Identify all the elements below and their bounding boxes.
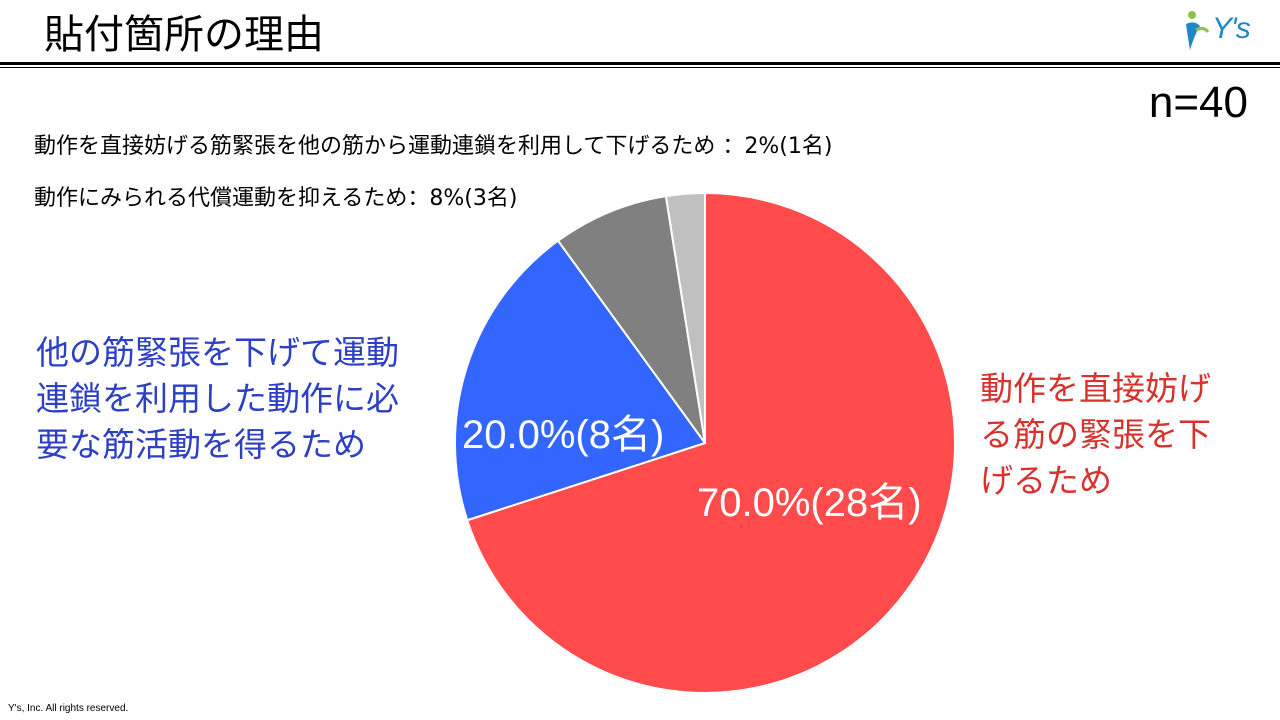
sample-size: n=40: [1148, 78, 1248, 127]
red-slice-percent: 70.0%(28名): [697, 481, 922, 525]
title-underline-thin: [0, 67, 1280, 68]
blue-slice-label: 他の筋緊張を下げて運動 連鎖を利用した動作に必 要な筋活動を得るため: [36, 330, 399, 468]
note-second-slice: 動作にみられる代償運動を抑えるため：8%(3名): [34, 186, 518, 211]
title-underline: [0, 62, 1280, 65]
red-label-line: る筋の緊張を下: [980, 415, 1211, 454]
pie-slice-3: [556, 194, 706, 444]
blue-label-line: 連鎖を利用した動作に必: [36, 379, 399, 418]
red-label-line: げるため: [980, 461, 1112, 500]
pie-slice-1: [465, 191, 956, 694]
blue-slice-percent: 20.0%(8名): [462, 413, 665, 457]
blue-label-line: 他の筋緊張を下げて運動: [36, 333, 399, 372]
copyright-footer: Y's, Inc. All rights reserved.: [8, 703, 129, 714]
note-smallest-slice: 動作を直接妨げる筋緊張を他の筋から運動連鎖を利用して下げるため ：2%(1名): [34, 134, 833, 159]
red-label-line: 動作を直接妨げ: [980, 369, 1211, 408]
pie-slice-2: [454, 239, 707, 522]
pie-slice-4: [664, 191, 706, 444]
company-logo-icon: [1186, 11, 1210, 50]
blue-label-line: 要な筋活動を得るため: [36, 425, 366, 464]
logo-text: Y's: [1212, 12, 1251, 45]
page-title: 貼付箇所の理由: [44, 12, 324, 58]
red-slice-label: 動作を直接妨げ る筋の緊張を下 げるため: [980, 366, 1211, 504]
